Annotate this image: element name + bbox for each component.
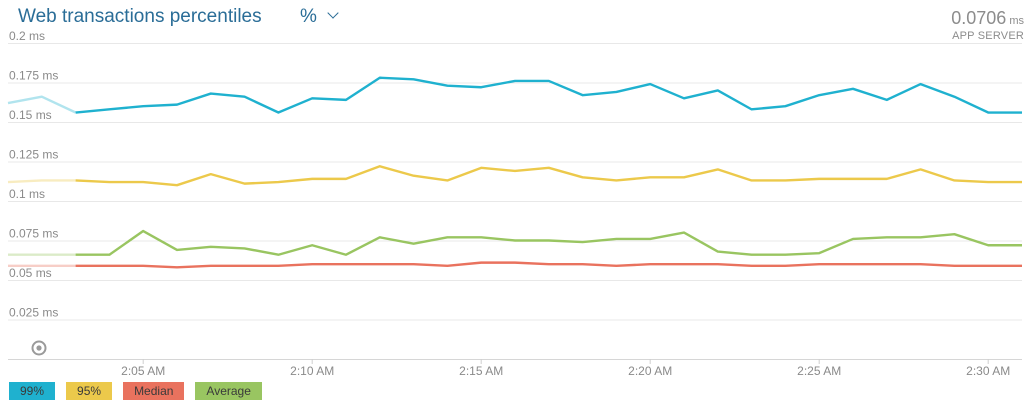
x-tick-label: 2:10 AM [290,364,334,378]
series-line-p99-partial [7,95,77,114]
unit-selector-label: % [300,6,317,27]
legend: 99% 95% Median Average [9,382,262,400]
series-line-p95-partial [7,179,76,184]
y-tick-label: 0.175 ms [9,69,58,83]
x-tick-label: 2:25 AM [797,364,841,378]
series-line-p99 [75,76,1022,114]
y-tick-label: 0.05 ms [9,266,52,280]
deployment-marker-dot [36,345,42,351]
x-tick-label: 2:15 AM [459,364,503,378]
y-tick-label: 0.1 ms [9,187,45,201]
x-tick-label: 2:20 AM [628,364,672,378]
y-tick-label: 0.025 ms [9,306,58,320]
summary-label: APP SERVER [952,30,1024,42]
summary-value-row: 0.0706 ms [951,8,1024,29]
line-chart[interactable]: 0.025 ms 0.05 ms 0.075 ms 0.1 ms 0.125 ms 0.1… [0,0,1033,380]
legend-item-p99[interactable]: 99% [9,382,56,400]
y-tick-label: 0.15 ms [9,108,52,122]
summary-unit: ms [1009,15,1024,27]
x-tick-label: 2:30 AM [966,364,1010,378]
series-line-average [75,229,1022,256]
legend-item-p95[interactable]: 95% [66,382,113,400]
y-tick-label: 0.075 ms [9,227,58,241]
legend-item-median[interactable]: Median [123,382,185,400]
chart-title: Web transactions percentiles [18,6,262,27]
legend-item-average[interactable]: Average [195,382,262,400]
summary-value: 0.0706 [951,8,1007,28]
summary-box: 0.0706 ms APP SERVER [951,8,1024,42]
x-tick-label: 2:05 AM [121,364,165,378]
series-line-median [75,261,1022,269]
unit-selector[interactable]: % [300,6,339,28]
series-line-p95 [75,165,1022,187]
y-tick-label: 0.2 ms [9,29,45,43]
y-tick-label: 0.125 ms [9,148,58,162]
